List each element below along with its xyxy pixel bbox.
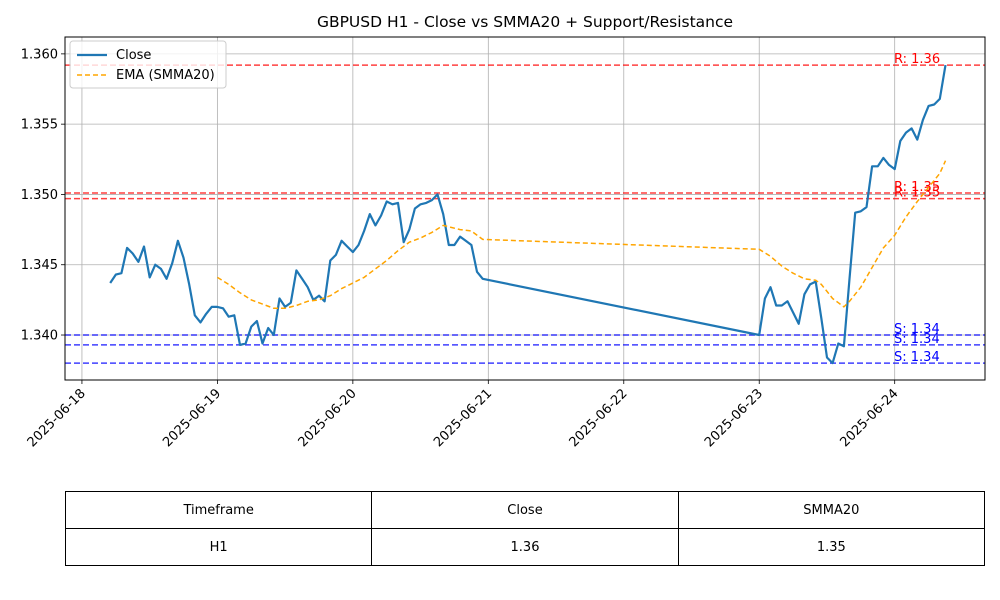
table-cell: H1 (64, 528, 373, 566)
support-resistance-levels: R: 1.36R: 1.35R: 1.35S: 1.34S: 1.34S: 1.… (65, 52, 985, 365)
ema-series-line (217, 160, 947, 310)
x-tick-label: 2025-06-21 (431, 386, 495, 450)
axes-frame (64, 36, 986, 381)
x-tick-label: 2025-06-23 (702, 386, 766, 450)
close-series-line (109, 64, 947, 365)
x-tick-label: 2025-06-24 (837, 386, 901, 450)
chart-canvas: GBPUSD H1 - Close vs SMMA20 + Support/Re… (21, 13, 986, 450)
x-tick-label: 2025-06-20 (296, 386, 360, 450)
series-lines (109, 64, 947, 365)
summary-table: Timeframe Close SMMA20 H1 1.36 1.35 (64, 491, 986, 566)
support-level-label: S: 1.34 (894, 322, 940, 337)
legend-ema-label: EMA (SMMA20) (116, 68, 215, 83)
legend-box (69, 40, 227, 89)
x-tick-label: 2025-06-18 (25, 386, 89, 450)
support-level-label: S: 1.34 (894, 350, 940, 365)
resistance-level-label: R: 1.35 (894, 186, 940, 201)
table-cell: 1.36 (371, 528, 679, 566)
y-tick-label: 1.355 (21, 118, 58, 133)
y-tick-label: 1.360 (21, 47, 58, 62)
x-tick-label: 2025-06-19 (160, 386, 224, 450)
table-header-cell: SMMA20 (677, 491, 986, 529)
y-tick-label: 1.350 (21, 188, 58, 203)
table-header-cell: Close (371, 491, 679, 529)
table-header-cell: Timeframe (64, 491, 373, 529)
plot-area (65, 37, 985, 380)
table-row: H1 1.36 1.35 (64, 528, 986, 566)
table-header-row: Timeframe Close SMMA20 (64, 491, 986, 529)
chart-title: GBPUSD H1 - Close vs SMMA20 + Support/Re… (317, 13, 733, 31)
grid (65, 37, 985, 380)
y-tick-label: 1.345 (21, 258, 58, 273)
y-tick-label: 1.340 (21, 329, 58, 344)
legend-close-label: Close (116, 48, 151, 63)
legend: Close EMA (SMMA20) (69, 40, 227, 89)
resistance-level-label: R: 1.36 (894, 52, 940, 67)
resistance-level-label: R: 1.35 (894, 180, 940, 195)
support-level-label: S: 1.34 (894, 332, 940, 347)
x-tick-label: 2025-06-22 (567, 386, 631, 450)
table-cell: 1.35 (677, 528, 986, 566)
